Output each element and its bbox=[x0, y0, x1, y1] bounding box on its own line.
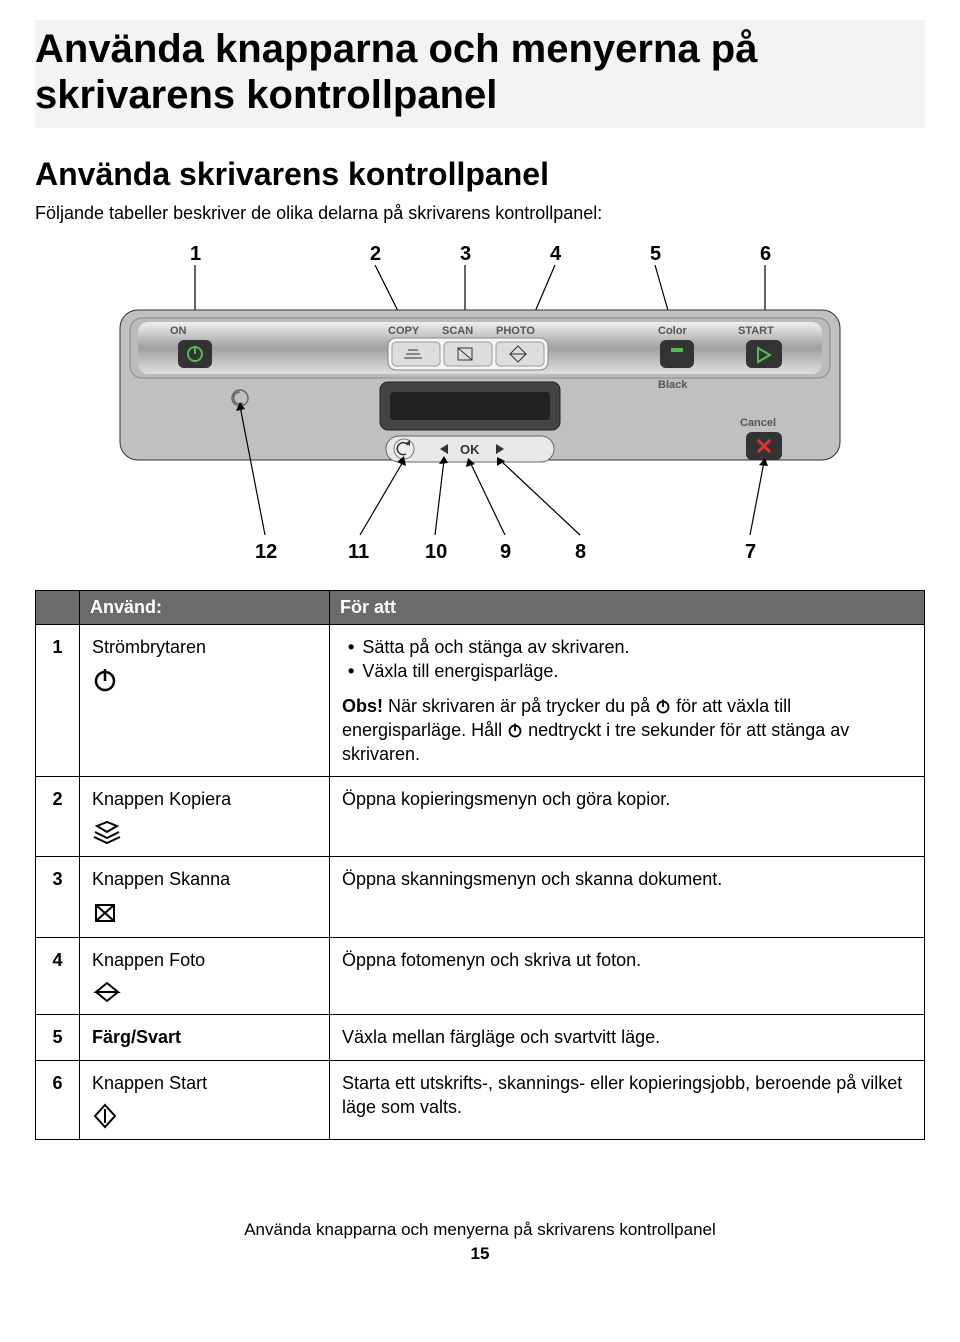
callout-4: 4 bbox=[550, 243, 562, 265]
label-copy: COPY bbox=[388, 325, 420, 337]
power-icon bbox=[92, 667, 317, 693]
table-row: 2 Knappen Kopiera Öppna kopieringsmenyn … bbox=[36, 777, 925, 856]
callout-8: 8 bbox=[575, 541, 586, 563]
row-num: 4 bbox=[36, 938, 80, 1015]
table-row: 5 Färg/Svart Växla mellan färgläge och s… bbox=[36, 1015, 925, 1060]
controls-table: Använd: För att 1 Strömbrytaren Sätta på… bbox=[35, 590, 925, 1140]
power-icon bbox=[655, 698, 671, 714]
table-row: 1 Strömbrytaren Sätta på och stänga av s… bbox=[36, 625, 925, 777]
table-row: 4 Knappen Foto Öppna fotomenyn och skriv… bbox=[36, 938, 925, 1015]
callout-5: 5 bbox=[650, 243, 661, 265]
ok-button[interactable]: OK bbox=[460, 442, 480, 457]
callout-9: 9 bbox=[500, 541, 511, 563]
row-name: Knappen Start bbox=[92, 1073, 207, 1093]
bullet: Sätta på och stänga av skrivaren. bbox=[348, 635, 912, 659]
table-row: 6 Knappen Start Starta ett utskrifts-, s… bbox=[36, 1060, 925, 1139]
row-name: Knappen Skanna bbox=[92, 869, 230, 889]
power-icon bbox=[507, 722, 523, 738]
row-num: 3 bbox=[36, 856, 80, 937]
scan-button[interactable] bbox=[444, 342, 492, 366]
label-scan: SCAN bbox=[442, 325, 473, 337]
callout-3: 3 bbox=[460, 243, 471, 265]
callout-1: 1 bbox=[190, 243, 201, 265]
row-num: 2 bbox=[36, 777, 80, 856]
label-on: ON bbox=[170, 325, 187, 337]
start-button[interactable] bbox=[746, 340, 782, 368]
control-panel-diagram: 1 2 3 4 5 6 ON COPY SCAN PHOTO Color bbox=[35, 240, 925, 570]
callout-6: 6 bbox=[760, 243, 771, 265]
row-name: Knappen Kopiera bbox=[92, 789, 231, 809]
color-black-button[interactable] bbox=[660, 340, 694, 368]
callout-2: 2 bbox=[370, 243, 381, 265]
intro-text: Följande tabeller beskriver de olika del… bbox=[35, 203, 925, 224]
row-name: Strömbrytaren bbox=[92, 637, 206, 657]
callout-12: 12 bbox=[255, 541, 277, 563]
callout-11: 11 bbox=[348, 541, 369, 563]
photo-icon bbox=[92, 980, 317, 1004]
row-name: Knappen Foto bbox=[92, 950, 205, 970]
row-num: 5 bbox=[36, 1015, 80, 1060]
row-num: 1 bbox=[36, 625, 80, 777]
table-row: 3 Knappen Skanna Öppna skanningsmenyn oc… bbox=[36, 856, 925, 937]
label-black: Black bbox=[658, 379, 688, 391]
th-use: Använd: bbox=[80, 591, 330, 625]
label-start: START bbox=[738, 325, 774, 337]
callout-10: 10 bbox=[425, 541, 447, 563]
copy-icon bbox=[92, 820, 317, 846]
row-desc: Starta ett utskrifts-, skannings- eller … bbox=[330, 1060, 925, 1139]
row-name: Färg/Svart bbox=[92, 1027, 181, 1047]
row-desc: Växla mellan färgläge och svartvitt läge… bbox=[330, 1015, 925, 1060]
row-desc: Öppna kopieringsmenyn och göra kopior. bbox=[330, 777, 925, 856]
row-desc: Öppna fotomenyn och skriva ut foton. bbox=[330, 938, 925, 1015]
start-icon bbox=[92, 1103, 317, 1129]
section-heading: Använda skrivarens kontrollpanel bbox=[35, 156, 925, 193]
row-desc: Öppna skanningsmenyn och skanna dokument… bbox=[330, 856, 925, 937]
th-for: För att bbox=[330, 591, 925, 625]
callout-7: 7 bbox=[745, 541, 756, 563]
label-photo: PHOTO bbox=[496, 325, 535, 337]
row-num: 6 bbox=[36, 1060, 80, 1139]
page-title: Använda knapparna och menyerna på skriva… bbox=[35, 20, 925, 128]
page-number: 15 bbox=[35, 1244, 925, 1264]
label-cancel: Cancel bbox=[740, 417, 776, 429]
bullet: Växla till energisparläge. bbox=[348, 659, 912, 683]
obs-note: Obs! När skrivaren är på trycker du på f… bbox=[342, 694, 912, 767]
footer-text: Använda knapparna och menyerna på skriva… bbox=[35, 1220, 925, 1240]
scan-icon bbox=[92, 899, 317, 927]
label-color: Color bbox=[658, 325, 687, 337]
